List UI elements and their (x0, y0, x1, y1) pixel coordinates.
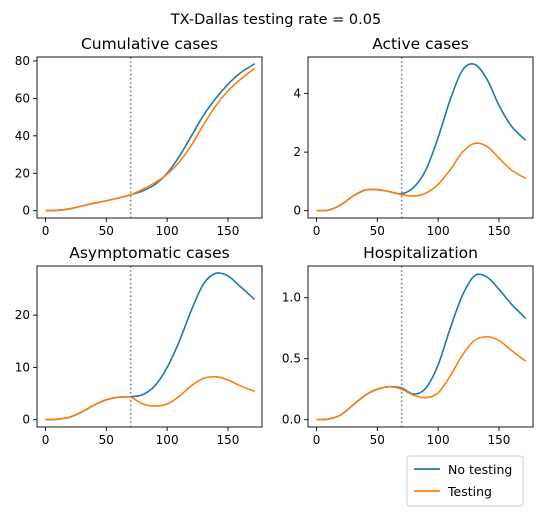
y-tick-label: 80 (15, 54, 30, 68)
figure-title: TX-Dallas testing rate = 0.05 (170, 12, 381, 28)
x-tick-label: 50 (99, 224, 114, 238)
y-tick-label: 0 (22, 204, 30, 218)
x-tick-label: 0 (313, 433, 321, 447)
series-line-no-testing (45, 272, 256, 421)
x-tick-label: 150 (216, 224, 239, 238)
subplot-title: Hospitalization (363, 244, 478, 262)
y-tick-label: 20 (15, 308, 30, 322)
x-tick-label: 0 (42, 433, 50, 447)
legend-label-testing: Testing (447, 484, 492, 499)
x-tick-label: 150 (216, 433, 239, 447)
y-tick-label: 0 (293, 204, 301, 218)
x-tick-label: 100 (156, 433, 179, 447)
series-line-no-testing (45, 63, 256, 212)
subplot-title: Cumulative cases (81, 35, 218, 53)
legend-label-no-testing: No testing (448, 462, 512, 477)
y-tick-label: 0 (22, 413, 30, 427)
legend: No testing Testing (406, 455, 524, 507)
x-tick-label: 50 (370, 224, 385, 238)
subplot-cumulative-cases: Cumulative cases 0 50 100 150 0 20 40 60 80 (15, 35, 263, 238)
y-tick-label: 2 (293, 145, 301, 159)
axes-frame (307, 265, 534, 428)
x-tick-label: 50 (99, 433, 114, 447)
subplot-asymptomatic-cases: Asymptomatic cases 0 50 100 150 0 10 20 (15, 244, 263, 447)
x-tick-label: 150 (487, 224, 510, 238)
y-tick-label: 1.0 (282, 291, 301, 305)
subplot-hospitalization: Hospitalization 0 50 100 150 0.0 0.5 1.0 (282, 244, 534, 447)
x-tick-label: 100 (156, 224, 179, 238)
y-tick-label: 0.5 (282, 352, 301, 366)
y-tick-label: 20 (15, 166, 30, 180)
axes-frame (36, 56, 263, 219)
x-tick-label: 150 (487, 433, 510, 447)
x-tick-label: 100 (427, 224, 450, 238)
series-line-testing (45, 67, 256, 212)
x-tick-label: 50 (370, 433, 385, 447)
series-line-testing (316, 142, 527, 212)
y-tick-label: 60 (15, 91, 30, 105)
subplot-title: Asymptomatic cases (69, 244, 230, 262)
y-tick-label: 4 (293, 87, 301, 101)
x-tick-label: 0 (313, 224, 321, 238)
y-tick-label: 40 (15, 129, 30, 143)
axes-frame (307, 56, 534, 219)
y-tick-label: 0.0 (282, 413, 301, 427)
subplot-active-cases: Active cases 0 50 100 150 0 2 4 (293, 35, 534, 238)
x-tick-label: 100 (427, 433, 450, 447)
x-tick-label: 0 (42, 224, 50, 238)
subplot-title: Active cases (372, 35, 469, 53)
y-tick-label: 10 (15, 360, 30, 374)
series-line-testing (316, 335, 527, 421)
axes-frame (36, 265, 263, 428)
series-line-no-testing (316, 62, 527, 212)
series-line-testing (45, 375, 255, 421)
